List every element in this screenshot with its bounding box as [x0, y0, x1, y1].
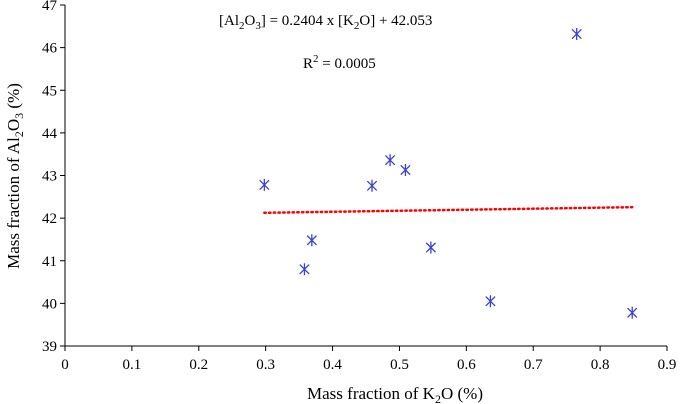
x-tick-label: 0.8 — [591, 357, 610, 373]
data-point — [259, 178, 270, 191]
data-point — [299, 263, 310, 276]
x-tick-label: 0.5 — [390, 357, 409, 373]
y-tick-label: 46 — [42, 41, 58, 57]
data-point — [306, 234, 317, 247]
marker-stroke — [485, 296, 496, 307]
marker-stroke — [400, 164, 411, 176]
x-tick-label: 0.6 — [457, 357, 476, 373]
regression-equation: [Al2O3] = 0.2404 x [K2O] + 42.053 — [219, 13, 432, 32]
tick-labels: 0 0.1 0.2 0.3 0.4 0.5 0.6 0.7 0.8 0.9 39 40 41 42 43 44… — [42, 0, 676, 373]
data-point — [384, 154, 396, 167]
data-point — [627, 306, 638, 319]
x-tick-label: 0.9 — [658, 357, 677, 373]
data-point — [425, 241, 437, 254]
x-tick-label: 0.3 — [256, 357, 275, 373]
y-tick-label: 42 — [42, 211, 57, 227]
r-squared-label: R2 = 0.0005 — [303, 53, 376, 72]
x-tick-label: 0.1 — [123, 357, 142, 373]
data-point — [485, 295, 496, 308]
marker-stroke — [366, 180, 378, 191]
marker-stroke — [259, 179, 270, 191]
marker-stroke — [425, 242, 437, 253]
x-tick-label: 0 — [61, 357, 69, 373]
tick-marks — [60, 4, 668, 351]
y-tick-label: 44 — [42, 126, 58, 142]
y-tick-label: 43 — [42, 169, 57, 185]
x-tick-label: 0.7 — [524, 357, 543, 373]
y-tick-label: 40 — [42, 296, 57, 312]
marker-stroke — [299, 264, 310, 275]
y-tick-label: 39 — [42, 339, 57, 355]
marker-stroke — [571, 28, 582, 40]
trendline-group — [263, 205, 634, 215]
trendline — [263, 205, 634, 215]
x-axis-title: Mass fraction of K2O (%) — [307, 384, 483, 404]
data-point — [571, 27, 582, 40]
data-points — [259, 27, 638, 319]
data-point — [400, 163, 411, 176]
x-tick-label: 0.2 — [189, 357, 208, 373]
marker-stroke — [627, 307, 638, 318]
y-axis-title: Mass fraction of Al2O3 (%) — [4, 83, 26, 269]
marker-stroke — [306, 235, 317, 246]
x-tick-label: 0.4 — [323, 357, 342, 373]
y-tick-label: 41 — [42, 254, 57, 270]
y-tick-label: 47 — [42, 0, 58, 14]
y-tick-label: 45 — [42, 83, 57, 99]
data-point — [366, 179, 378, 192]
marker-stroke — [384, 155, 396, 166]
